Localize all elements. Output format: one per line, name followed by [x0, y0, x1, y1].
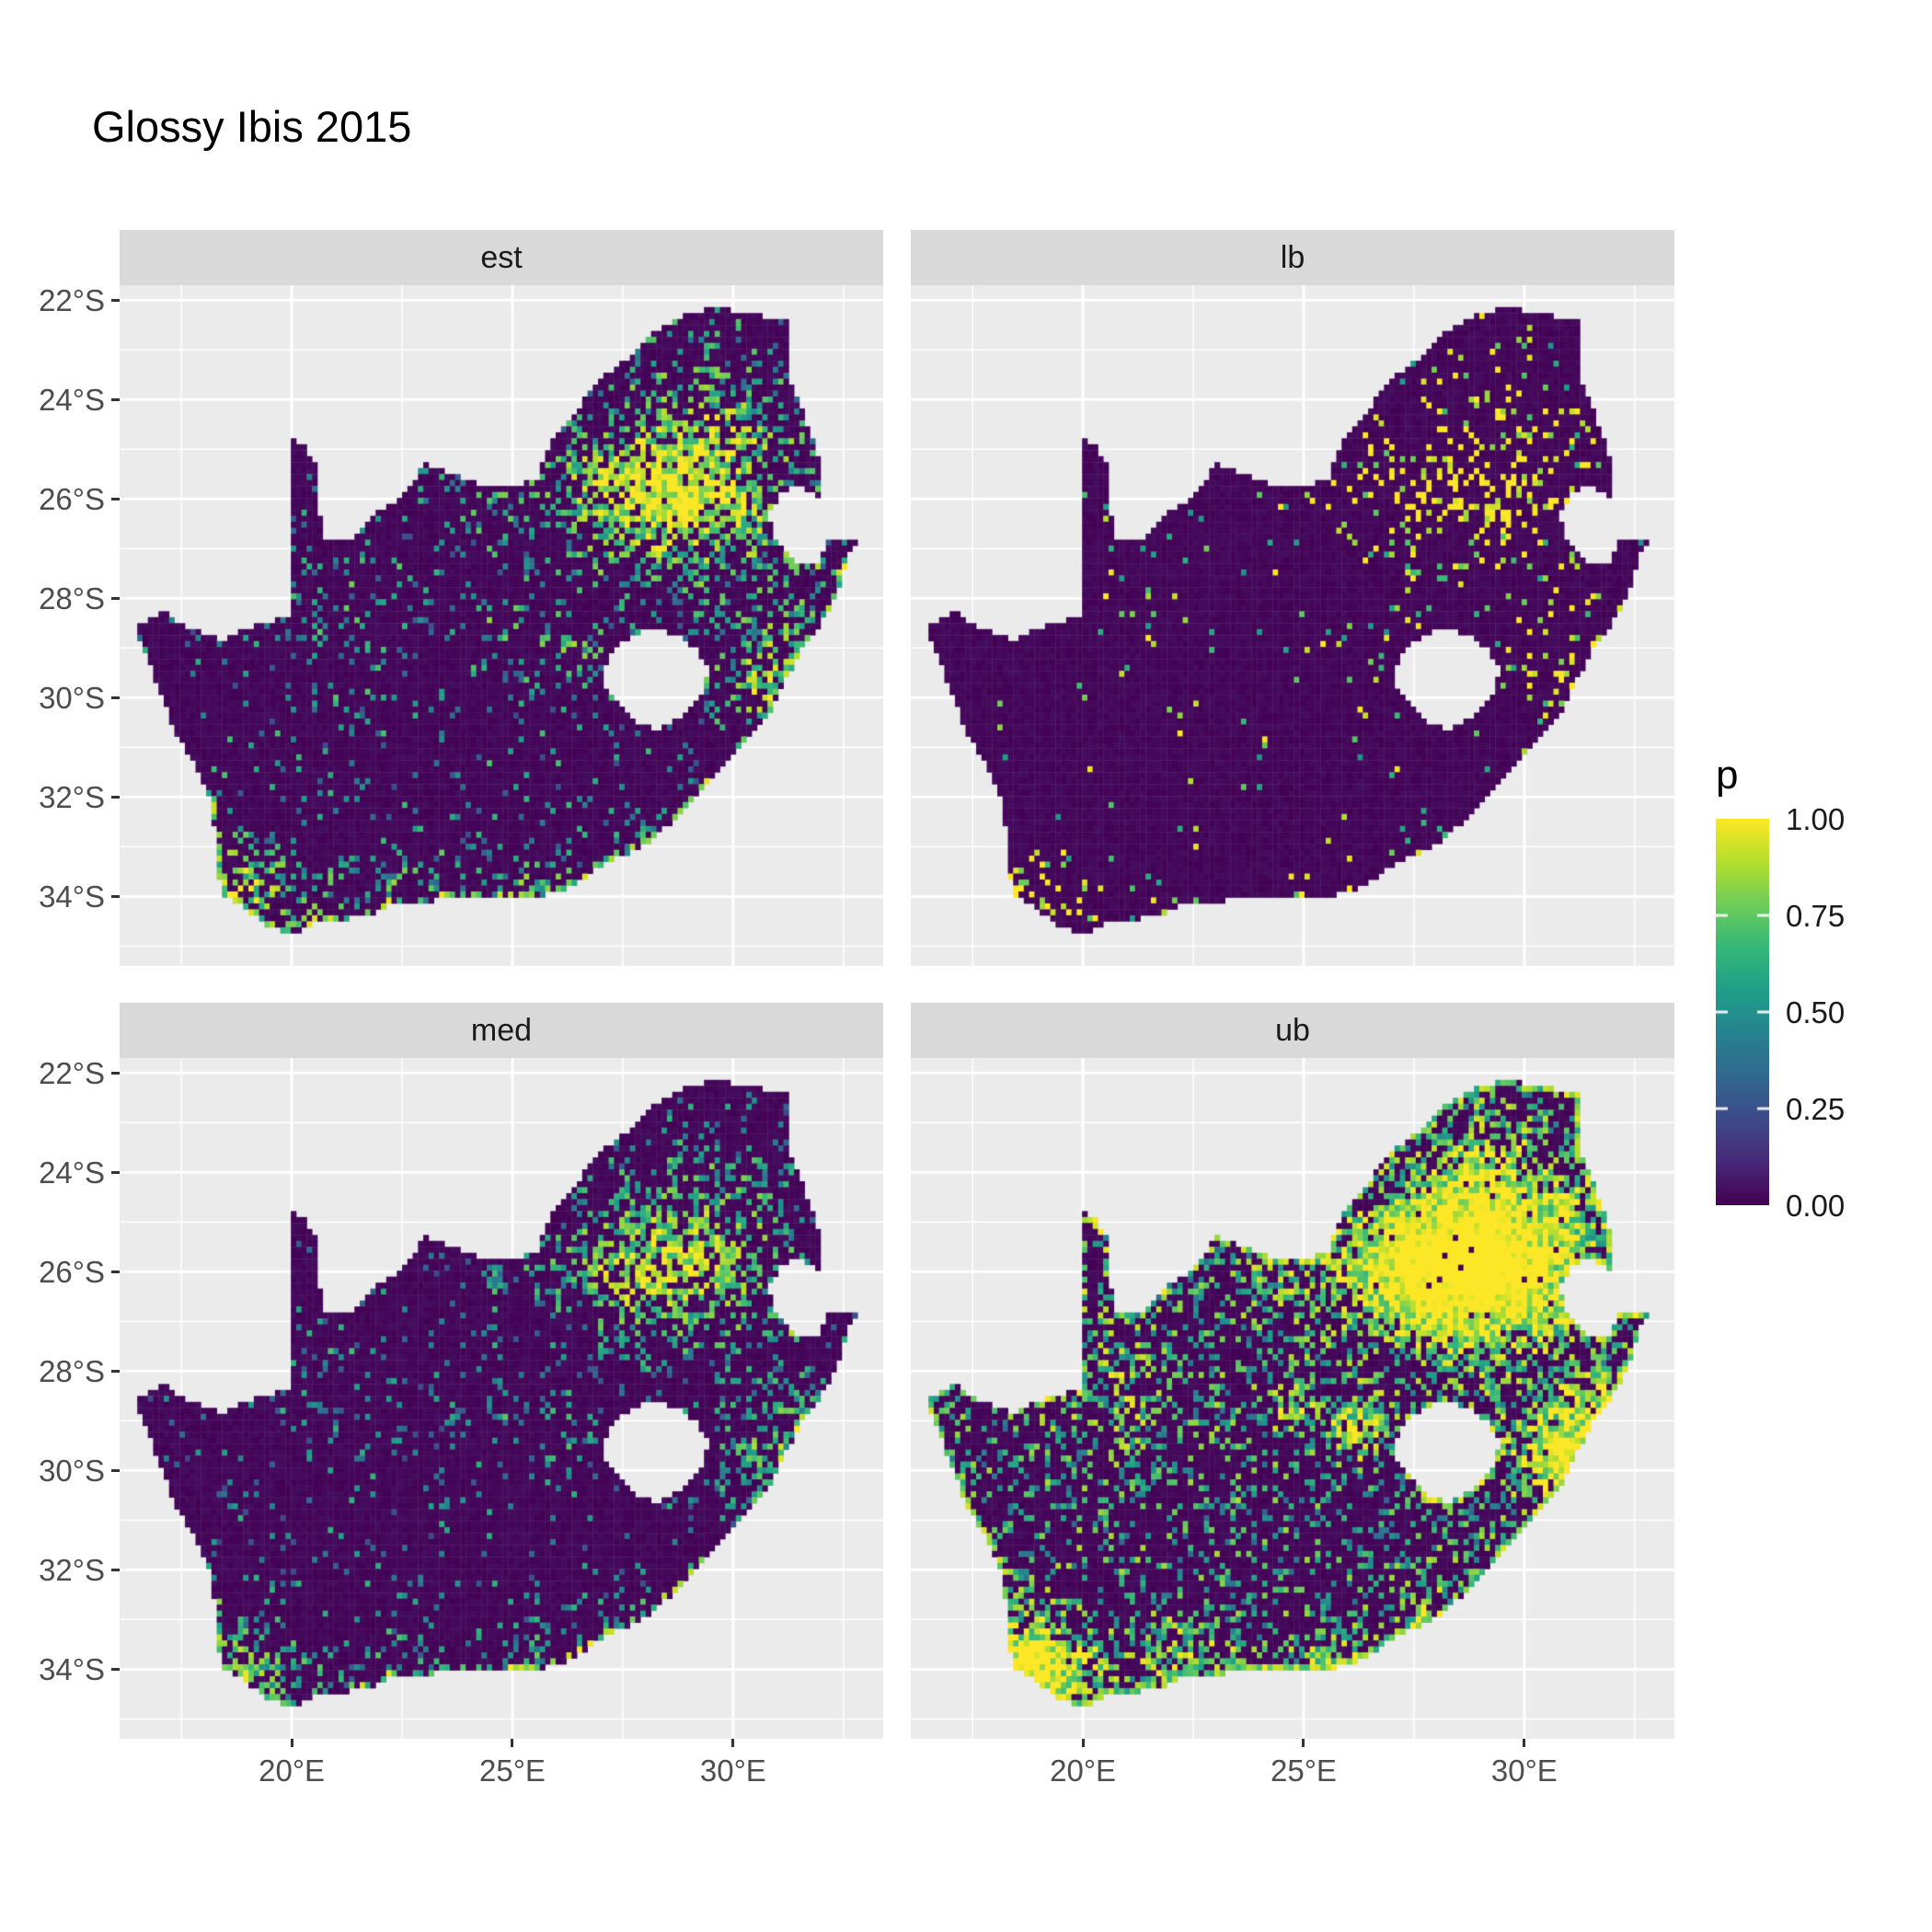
legend-title: p	[1716, 753, 1739, 798]
map-panel-ub	[911, 1058, 1674, 1739]
x-tick-mark	[1081, 1739, 1085, 1747]
facet-strip-label-med: med	[470, 1012, 533, 1048]
y-tick-label: 24°S	[39, 1156, 105, 1190]
y-tick-label: 24°S	[39, 383, 105, 418]
y-tick-mark	[111, 1568, 120, 1571]
x-tick-label: 20°E	[1050, 1754, 1117, 1788]
y-tick-mark	[111, 298, 120, 302]
x-tick-mark	[511, 1739, 514, 1747]
legend-tick-label: 0.75	[1786, 899, 1846, 933]
y-tick-mark	[111, 795, 120, 799]
facet-strip-lb: lb	[911, 230, 1674, 285]
y-tick-mark	[111, 1369, 120, 1373]
y-tick-mark	[111, 596, 120, 600]
legend-colorbar	[1716, 819, 1769, 1205]
facet-strip-est: est	[120, 230, 883, 285]
legend-tick-label: 0.25	[1786, 1092, 1846, 1126]
facet-strip-label-ub: ub	[1275, 1012, 1310, 1048]
y-tick-label: 32°S	[39, 1553, 105, 1588]
facet-strip-med: med	[120, 1003, 883, 1058]
y-tick-label: 30°S	[39, 681, 105, 716]
x-tick-mark	[290, 1739, 293, 1747]
x-tick-mark	[1302, 1739, 1305, 1747]
y-tick-mark	[111, 1667, 120, 1671]
map-panel-lb	[911, 285, 1674, 966]
legend-tick-label: 1.00	[1786, 802, 1846, 836]
map-panel-med	[120, 1058, 883, 1739]
facet-strip-label-est: est	[480, 239, 523, 275]
x-tick-mark	[731, 1739, 735, 1747]
y-tick-mark	[111, 894, 120, 898]
y-tick-label: 26°S	[39, 482, 105, 517]
map-panel-est	[120, 285, 883, 966]
y-tick-mark	[111, 497, 120, 500]
y-tick-mark	[111, 1468, 120, 1472]
facet-strip-label-lb: lb	[1280, 239, 1305, 275]
x-tick-mark	[1523, 1739, 1526, 1747]
y-tick-label: 34°S	[39, 1652, 105, 1687]
plot-title: Glossy Ibis 2015	[92, 102, 412, 151]
y-tick-mark	[111, 696, 120, 699]
y-tick-label: 34°S	[39, 880, 105, 914]
y-tick-mark	[111, 1270, 120, 1273]
y-tick-label: 32°S	[39, 780, 105, 815]
facet-strip-ub: ub	[911, 1003, 1674, 1058]
y-tick-label: 22°S	[39, 283, 105, 318]
x-tick-label: 30°E	[699, 1754, 766, 1788]
x-tick-label: 25°E	[1271, 1754, 1337, 1788]
y-tick-label: 28°S	[39, 1354, 105, 1389]
legend-tick-label: 0.50	[1786, 995, 1846, 1029]
x-tick-label: 30°E	[1490, 1754, 1558, 1788]
legend-tick-label: 0.00	[1786, 1189, 1846, 1223]
y-tick-mark	[111, 397, 120, 401]
y-tick-label: 30°S	[39, 1454, 105, 1489]
x-tick-label: 25°E	[479, 1754, 546, 1788]
y-tick-label: 28°S	[39, 581, 105, 616]
y-tick-label: 22°S	[39, 1056, 105, 1091]
y-tick-mark	[111, 1071, 120, 1075]
x-tick-label: 20°E	[259, 1754, 326, 1788]
y-tick-mark	[111, 1170, 120, 1174]
y-tick-label: 26°S	[39, 1255, 105, 1290]
